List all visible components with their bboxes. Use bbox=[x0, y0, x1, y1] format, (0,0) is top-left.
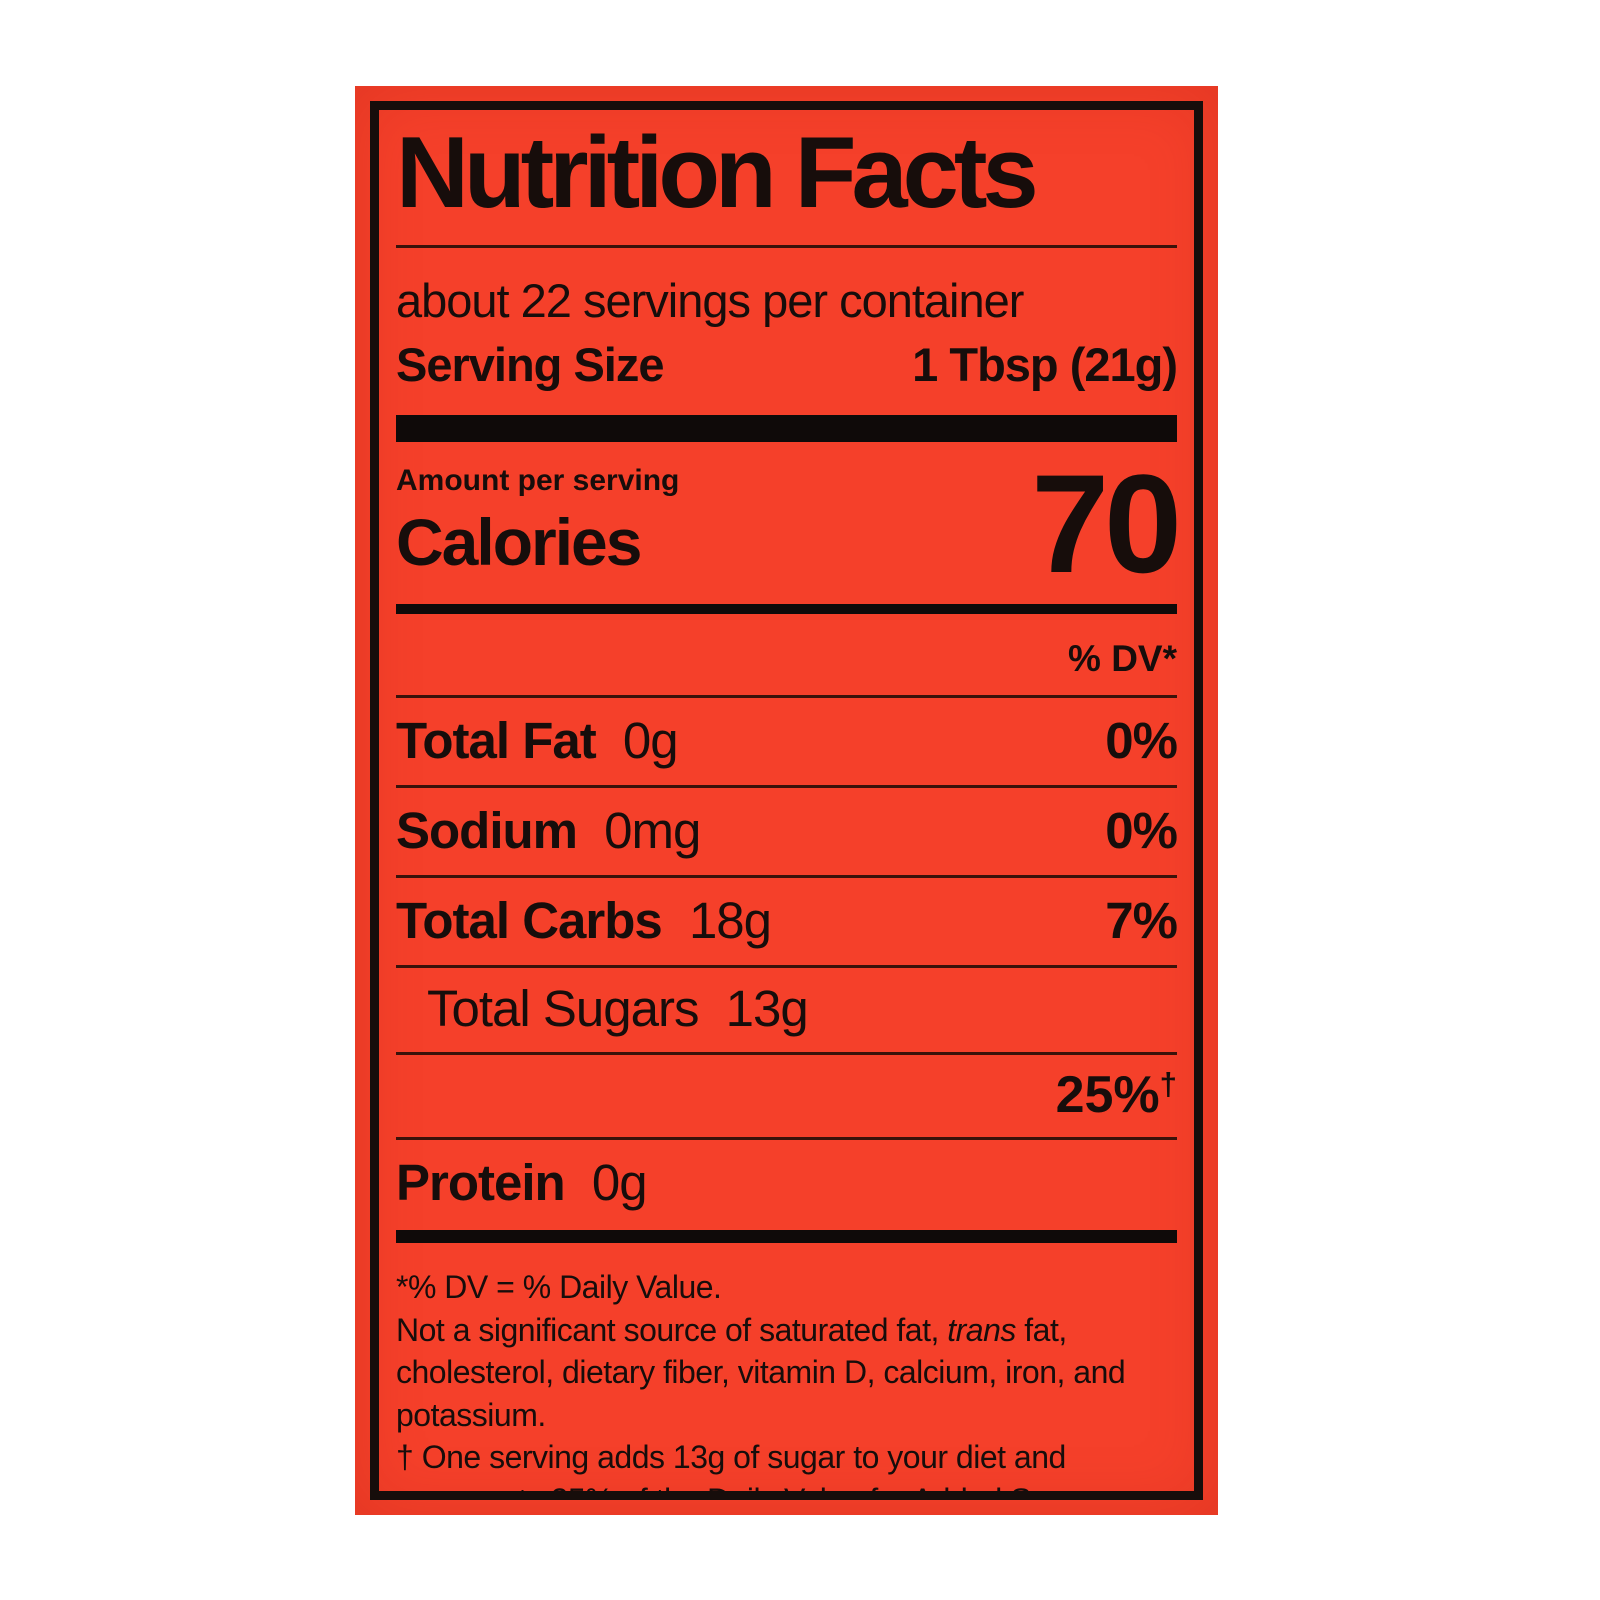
amount-per-serving-label: Amount per serving bbox=[396, 464, 680, 498]
label-border-frame: Nutrition Facts about 22 servings per co… bbox=[370, 101, 1203, 1500]
nutrient-row-total-sugars: Total Sugars 13g bbox=[396, 968, 1177, 1052]
nutrient-dv: 7% bbox=[1105, 892, 1178, 950]
calories-section: Amount per serving Calories 70 bbox=[396, 445, 1182, 603]
added-sugars-dv-row: 25%† bbox=[396, 1055, 1177, 1137]
nutrient-amount: 0g bbox=[622, 712, 679, 770]
dagger-symbol: † bbox=[1159, 1066, 1177, 1102]
nutrient-name: Total Fat bbox=[396, 712, 597, 770]
calories-divider-bar bbox=[396, 604, 1177, 615]
calories-left-block: Amount per serving Calories bbox=[396, 464, 679, 580]
added-sugars-dv: 25% bbox=[1055, 1066, 1160, 1125]
nutrition-facts-label: Nutrition Facts about 22 servings per co… bbox=[355, 86, 1218, 1515]
footnote-not-significant: Not a significant source of saturated fa… bbox=[396, 1309, 1177, 1437]
label-title: Nutrition Facts bbox=[396, 117, 1039, 229]
row-divider bbox=[396, 785, 1177, 789]
nutrient-amount: 0g bbox=[591, 1154, 648, 1212]
row-divider bbox=[396, 1052, 1177, 1056]
nutrient-amount: 18g bbox=[688, 892, 772, 950]
nutrient-amount: 0mg bbox=[604, 802, 701, 860]
nutrient-row-protein: Protein 0g bbox=[396, 1140, 1177, 1227]
serving-size-label: Serving Size bbox=[396, 338, 664, 392]
footnote-text: Not a significant source of saturated fa… bbox=[396, 1311, 948, 1348]
nutrient-row-sodium: Sodium 0mg 0% bbox=[396, 788, 1178, 875]
serving-size-row: Serving Size 1 Tbsp (21g) bbox=[396, 337, 1178, 392]
nutrient-name: Total Sugars bbox=[427, 980, 699, 1038]
protein-divider-bar bbox=[396, 1230, 1177, 1244]
footnote-added-sugars: † One serving adds 13g of sugar to your … bbox=[396, 1439, 1118, 1500]
footnotes-section: *% DV = % Daily Value. Not a significant… bbox=[396, 1266, 1177, 1500]
row-divider bbox=[396, 965, 1177, 969]
nutrient-amount: 13g bbox=[725, 980, 809, 1038]
footnote-text: fat, cholesterol, dietary fiber, vitamin… bbox=[396, 1311, 1126, 1433]
nutrient-dv: 0% bbox=[1105, 802, 1178, 860]
nutrient-row-total-fat: Total Fat 0g 0% bbox=[396, 698, 1178, 785]
nutrient-name-amount: Sodium 0mg bbox=[396, 801, 701, 860]
servings-per-container: about 22 servings per container bbox=[396, 274, 1024, 328]
percent-dv-header: % DV* bbox=[1068, 638, 1177, 680]
row-divider bbox=[396, 875, 1177, 879]
row-divider bbox=[396, 1137, 1177, 1141]
nutrient-dv: 0% bbox=[1105, 712, 1178, 770]
nutrient-row-total-carbs: Total Carbs 18g 7% bbox=[396, 878, 1178, 965]
nutrient-name: Total Carbs bbox=[396, 892, 663, 950]
dv-header-divider bbox=[396, 695, 1177, 699]
nutrient-name-amount: Total Carbs 18g bbox=[396, 891, 772, 950]
calories-label: Calories bbox=[396, 505, 642, 580]
thick-divider-bar bbox=[396, 415, 1177, 443]
footnote-trans-italic: trans bbox=[947, 1311, 1016, 1348]
serving-size-value: 1 Tbsp (21g) bbox=[912, 338, 1178, 392]
footnote-dv-definition: *% DV = % Daily Value. bbox=[396, 1269, 722, 1306]
nutrient-name: Protein bbox=[396, 1154, 566, 1212]
nutrient-name-amount: Total Fat 0g bbox=[396, 711, 679, 770]
nutrient-name: Sodium bbox=[396, 802, 578, 860]
calories-value: 70 bbox=[1031, 445, 1182, 603]
title-divider bbox=[396, 245, 1177, 249]
